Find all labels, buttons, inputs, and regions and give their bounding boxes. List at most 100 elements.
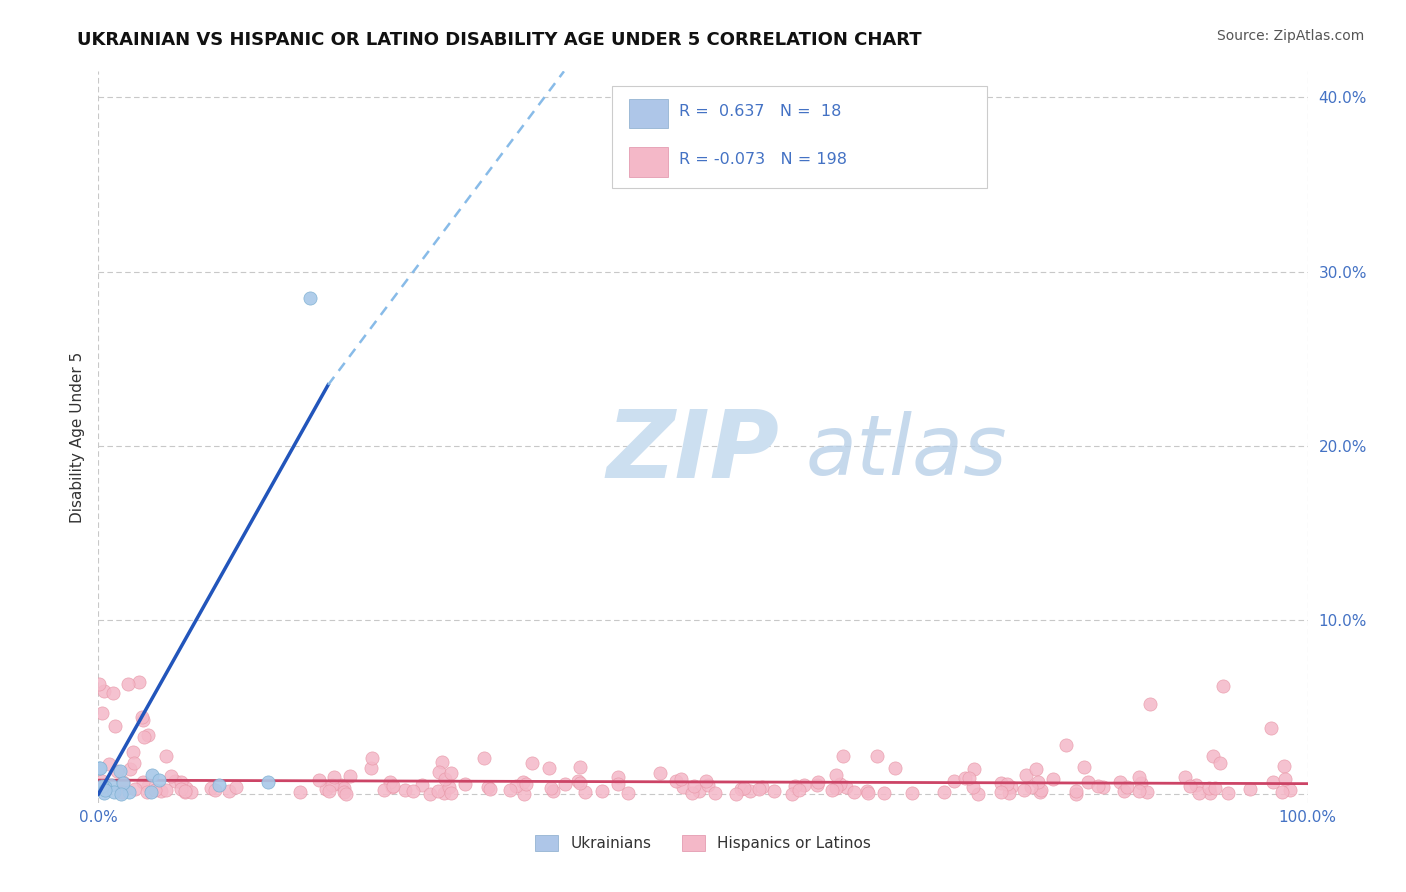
- Point: [1180, 780, 1202, 794]
- Point: [1128, 770, 1150, 784]
- Point: [321, 778, 343, 792]
- Point: [787, 783, 810, 797]
- Point: [1136, 784, 1159, 798]
- Point: [308, 773, 330, 788]
- Point: [329, 778, 352, 792]
- Point: [962, 780, 984, 794]
- Point: [1139, 697, 1161, 711]
- Point: [672, 780, 695, 794]
- Point: [136, 779, 159, 793]
- Point: [318, 784, 340, 798]
- Point: [149, 784, 172, 798]
- Point: [132, 775, 155, 789]
- Point: [591, 784, 613, 798]
- Point: [873, 786, 896, 800]
- Point: [1109, 774, 1132, 789]
- Point: [785, 779, 807, 793]
- Point: [1015, 768, 1038, 782]
- Point: [730, 781, 752, 796]
- Point: [751, 780, 773, 795]
- Point: [170, 781, 193, 796]
- Point: [394, 783, 416, 797]
- Point: [1239, 782, 1261, 797]
- Point: [204, 782, 226, 797]
- Point: [1077, 775, 1099, 789]
- Point: [901, 786, 924, 800]
- Text: R = -0.073   N = 198: R = -0.073 N = 198: [679, 153, 846, 168]
- Point: [1054, 739, 1077, 753]
- Point: [93, 786, 115, 800]
- Point: [1185, 778, 1208, 792]
- Point: [669, 772, 692, 787]
- Point: [1174, 770, 1197, 784]
- Point: [537, 761, 560, 775]
- Point: [108, 764, 131, 778]
- Point: [540, 780, 562, 795]
- Point: [105, 764, 128, 778]
- Point: [382, 779, 405, 793]
- Point: [132, 730, 155, 744]
- Point: [139, 785, 162, 799]
- Point: [762, 784, 785, 798]
- Point: [831, 748, 853, 763]
- Point: [1064, 787, 1087, 801]
- Point: [740, 784, 762, 798]
- Legend: Ukrainians, Hispanics or Latinos: Ukrainians, Hispanics or Latinos: [529, 830, 877, 857]
- Point: [1212, 679, 1234, 693]
- Point: [93, 780, 115, 794]
- Point: [112, 775, 135, 789]
- Point: [155, 748, 177, 763]
- FancyBboxPatch shape: [630, 147, 668, 177]
- Point: [381, 780, 404, 794]
- Point: [477, 780, 499, 794]
- Point: [104, 718, 127, 732]
- Point: [170, 775, 193, 789]
- Point: [607, 777, 630, 791]
- Point: [339, 769, 361, 783]
- Point: [373, 782, 395, 797]
- Point: [117, 677, 139, 691]
- Point: [512, 774, 534, 789]
- Point: [361, 751, 384, 765]
- Point: [1188, 786, 1211, 800]
- Point: [1042, 772, 1064, 787]
- Point: [835, 780, 858, 794]
- Point: [955, 771, 977, 785]
- Point: [697, 778, 720, 792]
- Point: [821, 783, 844, 797]
- Point: [616, 786, 638, 800]
- Point: [1064, 784, 1087, 798]
- Point: [1198, 787, 1220, 801]
- Point: [567, 774, 589, 789]
- Point: [93, 684, 115, 698]
- Point: [1092, 780, 1115, 795]
- Text: R =  0.637   N =  18: R = 0.637 N = 18: [679, 104, 841, 120]
- Point: [1209, 756, 1232, 770]
- Point: [1019, 780, 1042, 794]
- Point: [100, 778, 122, 792]
- Point: [1279, 783, 1302, 797]
- Point: [1073, 760, 1095, 774]
- Point: [120, 762, 142, 776]
- Point: [124, 756, 146, 771]
- Point: [747, 781, 769, 796]
- Point: [90, 779, 112, 793]
- Point: [141, 767, 163, 781]
- Text: atlas: atlas: [806, 411, 1008, 492]
- Point: [793, 778, 815, 792]
- Point: [884, 761, 907, 775]
- Point: [208, 778, 231, 792]
- Point: [1025, 762, 1047, 776]
- Text: ZIP: ZIP: [606, 406, 779, 498]
- Point: [499, 783, 522, 797]
- Point: [110, 787, 132, 801]
- Point: [505, 779, 527, 793]
- Point: [990, 776, 1012, 790]
- Point: [934, 785, 956, 799]
- Point: [1128, 784, 1150, 798]
- Point: [360, 761, 382, 775]
- Point: [437, 780, 460, 795]
- Point: [1026, 775, 1049, 789]
- Point: [650, 766, 672, 780]
- Point: [256, 775, 278, 789]
